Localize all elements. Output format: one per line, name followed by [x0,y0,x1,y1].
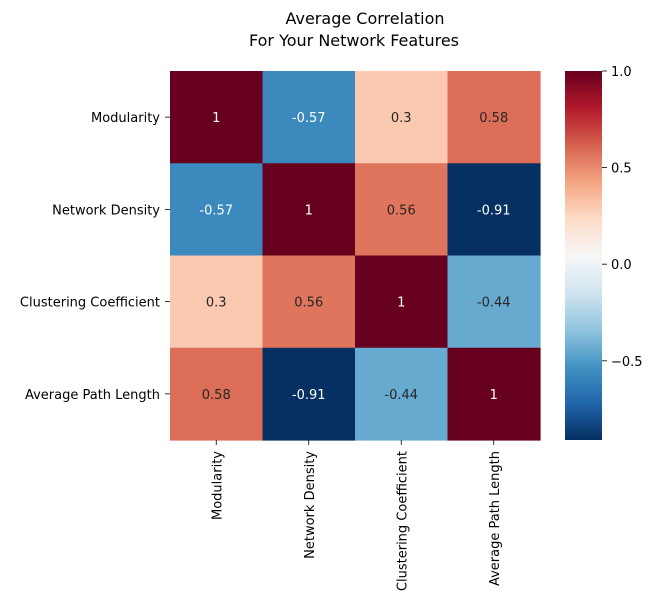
cell-value-label-r1-c0: -0.57 [199,203,233,218]
heatmap-cell-r0-c1 [262,71,356,164]
y-axis-ticks: Modularity Network Density Clustering Coef… [20,111,170,403]
heatmap-cell-r0-c0 [170,71,264,164]
cell-value-label-r2-c2: 1 [397,296,405,311]
heatmap-cell-r2-c3 [447,255,541,349]
chart-title-line-2: For Your Network Features [249,31,459,50]
cell-value-label-r3-c2: -0.44 [384,388,418,403]
heatmap-cell-r3-c1 [262,347,356,441]
heatmap-cell-r2-c0 [170,255,264,349]
cell-value-label-r0-c0: 1 [212,111,220,126]
cell-value-label-r2-c3: -0.44 [477,296,511,311]
heatmap-cell-r3-c3 [447,347,541,441]
x-tick-label-1: Network Density [303,451,318,559]
heatmap-cell-r2-c1 [262,255,356,349]
cell-value-label-r3-c1: -0.91 [292,388,326,403]
cell-value-label-r3-c0: 0.58 [202,388,231,403]
heatmap-cell-r0-c3 [447,71,541,164]
heatmap-cell-labels: 1 -0.57 0.3 0.58 -0.57 1 0.56 -0.91 0.3 0.56 1 -0.4… [199,111,510,403]
chart-title: Average Correlation For Your Network Fea… [249,9,459,50]
colorbar-tick-label-3: −0.5 [611,355,643,370]
x-tick-label-3: Average Path Length [488,451,503,586]
cell-value-label-r0-c2: 0.3 [391,111,412,126]
heatmap-cell-r2-c2 [355,255,449,349]
y-tick-label-3: Average Path Length [25,388,160,403]
colorbar-tick-label-1: 0.5 [611,162,632,177]
colorbar-tick-label-2: 0.0 [611,258,632,273]
colorbar-gradient [565,71,602,440]
heatmap-cells [170,71,541,441]
cell-value-label-r1-c2: 0.56 [387,203,416,218]
heatmap-cell-r1-c0 [170,163,264,257]
heatmap-cell-r3-c2 [355,347,449,441]
x-tick-label-2: Clustering Coefficient [395,451,410,591]
cell-value-label-r2-c0: 0.3 [206,296,227,311]
y-tick-label-0: Modularity [91,111,160,126]
cell-value-label-r1-c1: 1 [305,203,313,218]
cell-value-label-r2-c1: 0.56 [294,296,323,311]
x-axis-ticks: Modularity Network Density Clustering Coef… [210,440,503,591]
heatmap-cell-r0-c2 [355,71,449,164]
cell-value-label-r0-c1: -0.57 [292,111,326,126]
heatmap-cell-r1-c1 [262,163,356,257]
heatmap-cell-r3-c0 [170,347,264,441]
y-tick-label-2: Clustering Coefficient [20,296,160,311]
colorbar-tick-label-0: 1.0 [611,65,632,80]
colorbar: 1.0 0.5 0.0 −0.5 [565,65,643,440]
heatmap-cell-r1-c2 [355,163,449,257]
cell-value-label-r3-c3: 1 [490,388,498,403]
x-tick-label-0: Modularity [210,451,225,520]
cell-value-label-r1-c3: -0.91 [477,203,511,218]
cell-value-label-r0-c3: 0.58 [479,111,508,126]
heatmap-cell-r1-c3 [447,163,541,257]
chart-title-line-1: Average Correlation [285,9,444,28]
y-tick-label-1: Network Density [52,203,160,218]
